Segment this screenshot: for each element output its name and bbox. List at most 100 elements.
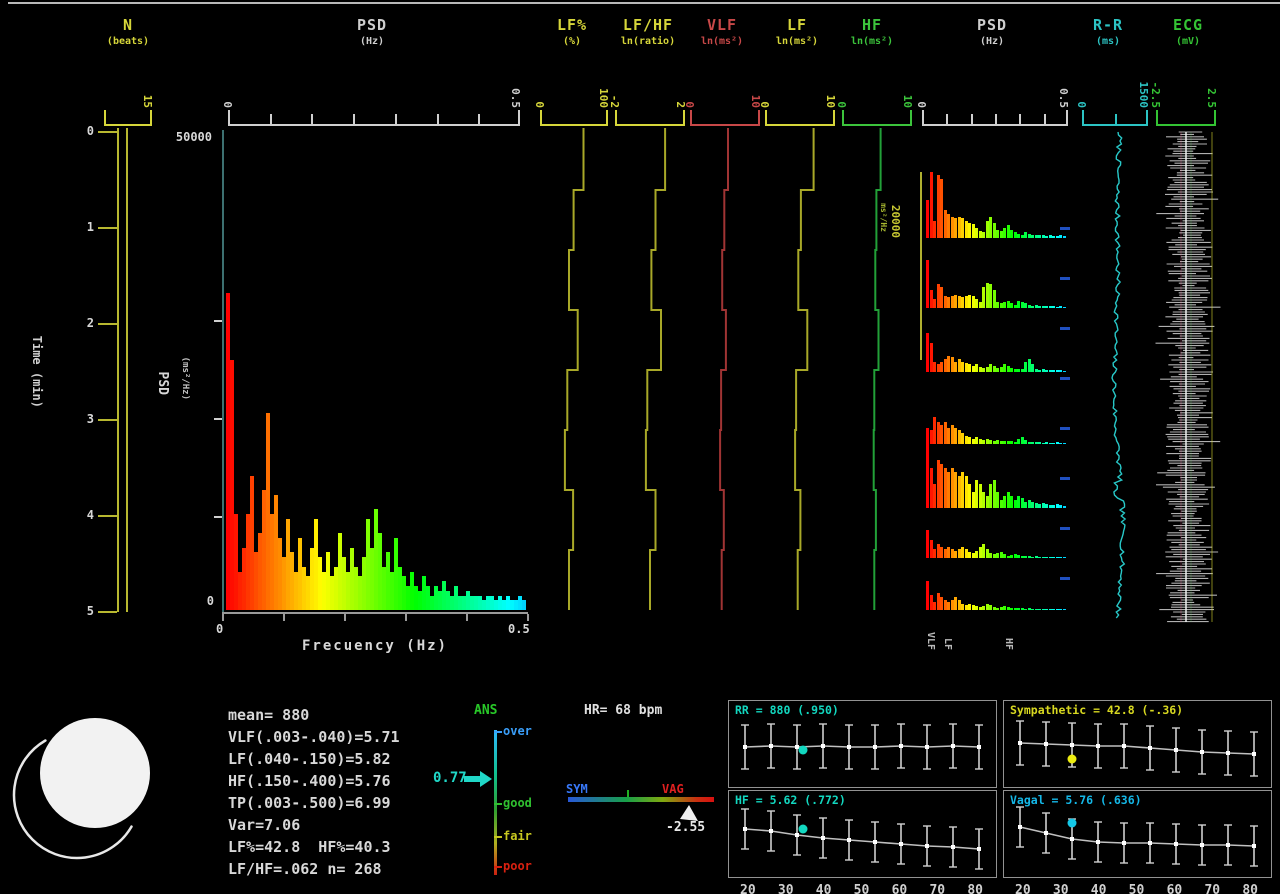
- psd-bar: [414, 586, 418, 610]
- column-subtitle: (Hz): [979, 36, 1005, 47]
- step-trace-lf: [794, 128, 815, 610]
- data-point: [1174, 748, 1178, 752]
- waterfall-bar: [1027, 441, 1031, 444]
- psd-bar: [250, 475, 254, 610]
- waterfall-bar: [954, 361, 957, 372]
- stat-mean: mean= 880: [228, 706, 310, 724]
- waterfall-bar: [1052, 235, 1055, 238]
- waterfall-bar: [933, 416, 936, 444]
- axis-bracket-end-tick: [910, 110, 912, 124]
- waterfall-bar: [978, 366, 982, 372]
- waterfall-bar: [1048, 608, 1052, 610]
- axis-bracket-line: [922, 124, 1068, 126]
- time-tick-label: 2: [86, 316, 94, 330]
- column-title-hf: HF: [861, 16, 883, 34]
- data-point: [1226, 751, 1230, 755]
- age-tick-label: 20: [740, 883, 756, 894]
- axis-max-label: 10: [901, 94, 914, 108]
- data-point: [873, 745, 877, 749]
- waterfall-bar: [954, 294, 957, 308]
- waterfall-bar: [950, 424, 954, 444]
- waterfall-bar: [1041, 442, 1045, 444]
- waterfall-bar: [1055, 557, 1059, 558]
- rr-minor-tick: [1060, 577, 1070, 580]
- psd-bar: [454, 586, 458, 610]
- waterfall-bar: [940, 287, 943, 308]
- waterfall-bar: [1017, 555, 1020, 558]
- psd-yunit-label: (ms²/Hz): [180, 356, 190, 400]
- data-point: [1174, 842, 1178, 846]
- balance-mid-tick: [627, 790, 629, 797]
- waterfall-bar: [1038, 504, 1041, 508]
- data-point: [1044, 831, 1048, 835]
- waterfall-bar: [1048, 306, 1052, 308]
- waterfall-bar: [1003, 496, 1006, 508]
- waterfall-bar: [940, 361, 943, 372]
- waterfall-bar: [1059, 235, 1062, 238]
- subject-marker-dot: [1067, 818, 1077, 828]
- waterfall-bar: [992, 554, 996, 558]
- data-point: [899, 842, 903, 846]
- waterfall-bar: [985, 220, 989, 238]
- rr-minor-tick: [1060, 327, 1070, 330]
- waterfall-bar: [982, 287, 985, 308]
- waterfall-bar: [926, 333, 929, 372]
- waterfall-bar: [992, 290, 996, 308]
- waterfall-bar: [1024, 608, 1027, 610]
- waterfall-bar: [1013, 554, 1017, 558]
- waterfall-bar: [936, 593, 940, 610]
- waterfall-bar: [1003, 302, 1006, 308]
- waterfall-bar: [954, 551, 957, 558]
- waterfall-bar: [936, 175, 940, 238]
- waterfall-bar: [957, 476, 961, 508]
- axis-bracket-line: [540, 124, 608, 126]
- data-point: [743, 827, 747, 831]
- data-point: [1070, 743, 1074, 747]
- axis-bracket-line: [765, 124, 835, 126]
- stat-lf-hf-pct: LF%=42.8 HF%=40.3: [228, 838, 391, 856]
- waterfall-bar: [975, 227, 978, 238]
- waterfall-bar: [1034, 441, 1038, 444]
- waterfall-bar: [964, 362, 968, 372]
- waterfall-bar: [1027, 359, 1031, 372]
- waterfall-bar: [1013, 232, 1017, 238]
- axis-bracket-end-tick: [1082, 110, 1084, 124]
- waterfall-bar: [961, 472, 964, 508]
- data-point: [769, 744, 773, 748]
- psd-bar: [238, 571, 242, 610]
- waterfall-bar: [1048, 504, 1052, 508]
- waterfall-bar: [968, 603, 971, 610]
- ans-value: 0.77: [433, 770, 467, 786]
- waterfall-bar: [989, 364, 992, 372]
- waterfall-bar: [996, 439, 999, 444]
- psd-bar: [478, 595, 482, 610]
- waterfall-bar: [1027, 233, 1031, 238]
- rr-interval-trace: [1111, 131, 1127, 619]
- subject-marker-dot: [798, 745, 808, 755]
- psd-bar: [394, 538, 398, 610]
- column-title-lf%: LF%: [556, 16, 588, 34]
- balance-right-label: VAG: [662, 782, 684, 796]
- psd-bar: [326, 552, 330, 610]
- data-point: [925, 745, 929, 749]
- data-point: [1096, 744, 1100, 748]
- data-point: [1226, 843, 1230, 847]
- waterfall-bar: [1052, 609, 1055, 610]
- data-point: [1252, 752, 1256, 756]
- psd-bar: [422, 576, 426, 610]
- waterfall-bar: [978, 546, 982, 558]
- waterfall-scale-label: 20000: [889, 204, 902, 238]
- waterfall-bar: [940, 546, 943, 558]
- axis-min-label: 0: [533, 101, 546, 108]
- waterfall-bar: [1055, 369, 1059, 372]
- waterfall-bar: [1038, 556, 1041, 558]
- waterfall-bar: [985, 496, 989, 508]
- column-title-lf/hf: LF/HF: [622, 16, 674, 34]
- waterfall-bar: [961, 361, 964, 372]
- waterfall-bar: [1055, 235, 1059, 238]
- psd-bar: [370, 547, 374, 610]
- age-tick-label: 30: [777, 883, 794, 894]
- axis-bracket-end-tick: [228, 110, 230, 124]
- waterfall-bar: [999, 231, 1003, 238]
- waterfall-bar: [1003, 441, 1006, 444]
